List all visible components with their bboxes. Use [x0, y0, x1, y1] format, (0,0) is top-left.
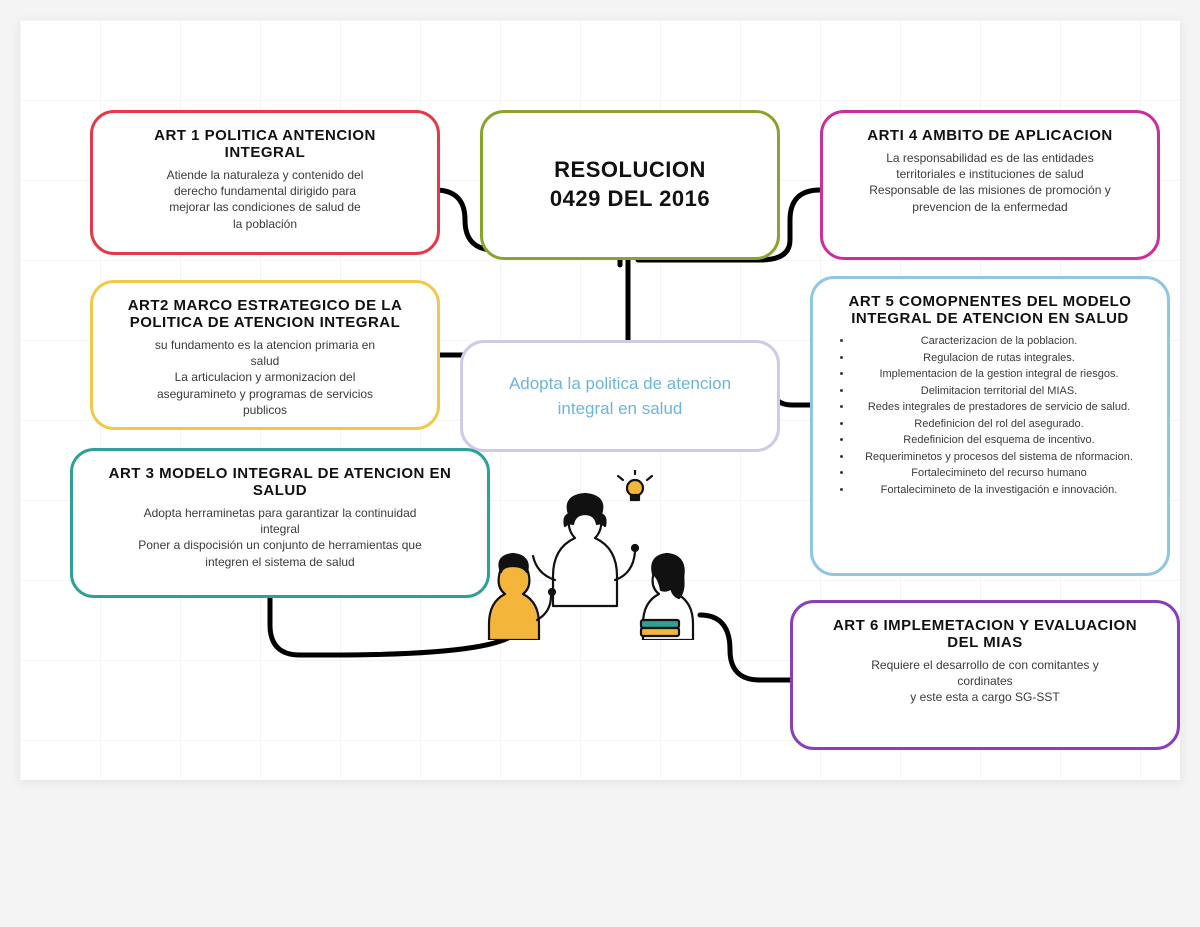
diagram-sheet: RESOLUCION 0429 DEL 2016 Adopta la polit… — [20, 20, 1180, 780]
node-body-list: Caracterizacion de la poblacion.Regulaci… — [835, 333, 1145, 498]
person-left — [489, 554, 555, 640]
title-line2: 0429 DEL 2016 — [550, 186, 710, 211]
title-text: RESOLUCION 0429 DEL 2016 — [550, 156, 710, 213]
list-item: Regulacion de rutas integrales. — [853, 350, 1145, 367]
node-title-text: ART 3 MODELO INTEGRAL DE ATENCION EN SAL… — [95, 465, 465, 499]
lightbulb-icon — [618, 470, 652, 500]
node-subtitle: Adopta la politica de atencion integral … — [460, 340, 780, 452]
subtitle-text: Adopta la politica de atencion integral … — [485, 371, 755, 422]
node-title-text: ART 1 POLITICA ANTENCION INTEGRAL — [115, 127, 415, 161]
node-body-text: Atiende la naturaleza y contenido del de… — [115, 167, 415, 232]
list-item: Requeriminetos y procesos del sistema de… — [853, 449, 1145, 466]
page: RESOLUCION 0429 DEL 2016 Adopta la polit… — [0, 0, 1200, 927]
node-art3: ART 3 MODELO INTEGRAL DE ATENCION EN SAL… — [70, 448, 490, 598]
node-title: RESOLUCION 0429 DEL 2016 — [480, 110, 780, 260]
list-item: Delimitacion territorial del MIAS. — [853, 383, 1145, 400]
connector — [270, 590, 520, 655]
node-title-text: ART2 MARCO ESTRATEGICO DE LA POLITICA DE… — [115, 297, 415, 331]
list-item: Redefinicion del esquema de incentivo. — [853, 432, 1145, 449]
list-item: Caracterizacion de la poblacion. — [853, 333, 1145, 350]
person-right — [641, 554, 693, 640]
node-art5: ART 5 COMOPNENTES DEL MODELO INTEGRAL DE… — [810, 276, 1170, 576]
node-body-text: su fundamento es la atencion primaria en… — [115, 337, 415, 418]
node-body-text: Adopta herraminetas para garantizar la c… — [95, 505, 465, 570]
title-line1: RESOLUCION — [554, 157, 706, 182]
list-item: Fortalecimineto del recurso humano — [853, 465, 1145, 482]
list-item: Implementacion de la gestion integral de… — [853, 366, 1145, 383]
node-body-text: Requiere el desarrollo de con comitantes… — [815, 657, 1155, 706]
node-body-text: La responsabilidad es de las entidades t… — [845, 150, 1135, 215]
node-art1: ART 1 POLITICA ANTENCION INTEGRAL Atiend… — [90, 110, 440, 255]
node-title-text: ART 5 COMOPNENTES DEL MODELO INTEGRAL DE… — [835, 293, 1145, 327]
node-art6: ART 6 IMPLEMETACION Y EVALUACION DEL MIA… — [790, 600, 1180, 750]
list-item: Redefinicion del rol del asegurado. — [853, 416, 1145, 433]
list-item: Fortalecimineto de la investigación e in… — [853, 482, 1145, 499]
node-art2: ART2 MARCO ESTRATEGICO DE LA POLITICA DE… — [90, 280, 440, 430]
list-item: Redes integrales de prestadores de servi… — [853, 399, 1145, 416]
people-illustration — [485, 470, 715, 640]
node-art4: ARTI 4 AMBITO DE APLICACION La responsab… — [820, 110, 1160, 260]
node-title-text: ARTI 4 AMBITO DE APLICACION — [845, 127, 1135, 144]
node-title-text: ART 6 IMPLEMETACION Y EVALUACION DEL MIA… — [815, 617, 1155, 651]
person-center — [533, 494, 638, 606]
